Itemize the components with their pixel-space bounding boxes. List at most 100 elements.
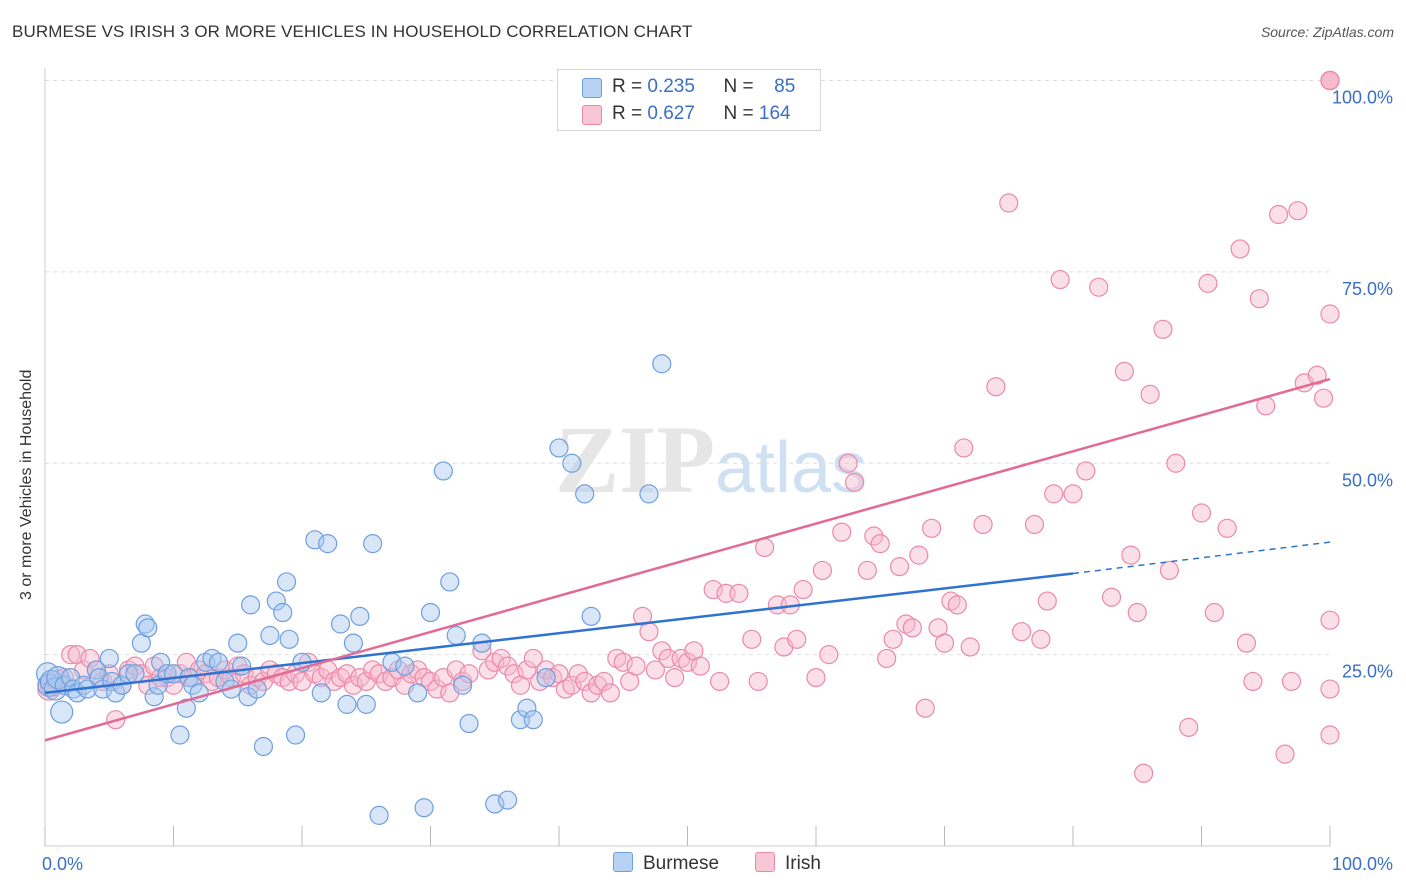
irish-point — [1313, 388, 1334, 408]
irish-point — [1044, 484, 1064, 504]
burmese-point — [420, 602, 441, 623]
irish-point — [594, 671, 614, 692]
irish-swatch — [582, 105, 602, 125]
irish-point — [1320, 679, 1340, 699]
irish-point — [568, 664, 588, 684]
burmese-point — [459, 713, 479, 734]
burmese-point — [208, 652, 229, 672]
irish-point — [754, 537, 775, 558]
irish-point — [1243, 671, 1263, 692]
burmese-point — [414, 798, 434, 818]
irish-point — [626, 656, 646, 676]
irish-point — [889, 557, 910, 577]
irish-point — [1101, 587, 1122, 607]
irish-point — [1268, 204, 1289, 225]
irish-point — [787, 629, 807, 649]
burmese-point — [330, 614, 351, 634]
irish-point — [1307, 365, 1327, 385]
irish-point — [870, 534, 890, 554]
irish-point — [420, 671, 441, 692]
irish-point — [1249, 289, 1269, 309]
irish-r-label: R = — [612, 103, 643, 124]
burmese-point — [50, 700, 74, 724]
burmese-point — [363, 534, 383, 554]
irish-point — [1320, 70, 1340, 91]
burmese-point — [575, 484, 595, 504]
irish-point — [883, 629, 903, 649]
irish-point — [1320, 725, 1340, 745]
irish-point — [408, 660, 428, 680]
irish-point — [523, 648, 543, 669]
legend-item-burmese[interactable]: Burmese — [613, 852, 719, 875]
x-tick-label-max: 100.0% — [1332, 854, 1393, 874]
watermark-zip: ZIP — [555, 406, 715, 513]
burmese-r-label: R = — [612, 76, 643, 97]
burmese-point — [485, 794, 505, 814]
burmese-point — [318, 534, 338, 554]
burmese-n-value: 85 — [774, 76, 796, 97]
y-tick-label: 25.0% — [1342, 662, 1393, 682]
burmese-point — [446, 625, 466, 646]
burmese-point — [43, 677, 67, 701]
irish-point — [639, 622, 659, 642]
irish-point — [742, 629, 762, 649]
irish-point — [163, 675, 184, 695]
irish-point — [1011, 622, 1032, 642]
irish-point — [1198, 273, 1218, 293]
irish-point — [1320, 610, 1340, 630]
irish-point — [1166, 453, 1186, 473]
irish-point — [690, 656, 710, 676]
burmese-point — [305, 530, 325, 550]
burmese-point — [581, 606, 601, 626]
irish-point — [498, 656, 518, 676]
axes — [44, 68, 1331, 847]
burmese-legend-label: Burmese — [643, 853, 720, 874]
burmese-point — [536, 667, 556, 688]
irish-point — [1063, 484, 1083, 504]
irish-point — [80, 648, 100, 669]
irish-point — [1320, 304, 1340, 324]
irish-point — [838, 453, 858, 473]
burmese-point — [144, 687, 164, 707]
irish-point — [369, 664, 389, 684]
irish-point — [1089, 277, 1109, 297]
irish-point — [857, 560, 878, 581]
irish-r-value: 0.627 — [647, 103, 695, 124]
irish-point — [1127, 602, 1147, 623]
irish-point — [960, 637, 980, 657]
irish-point — [478, 660, 498, 680]
irish-point — [581, 683, 601, 703]
burmese-point — [99, 648, 119, 669]
burmese-point — [440, 572, 460, 592]
irish-stats: R = 0.627 N = 164 — [612, 103, 791, 125]
burmese-point — [232, 656, 252, 676]
irish-point — [1204, 602, 1224, 623]
irish-point — [748, 671, 768, 692]
burmese-point — [652, 354, 672, 374]
burmese-point — [138, 618, 158, 638]
irish-point — [729, 583, 749, 603]
legend-item-irish[interactable]: Irish — [755, 852, 821, 875]
irish-point — [954, 438, 974, 458]
irish-point — [1159, 560, 1179, 581]
burmese-point — [369, 805, 389, 825]
irish-legend-swatch — [755, 852, 775, 872]
irish-point — [1050, 269, 1070, 290]
irish-point — [652, 641, 672, 661]
irish-point — [877, 648, 897, 669]
irish-point — [600, 683, 621, 703]
irish-point — [973, 514, 993, 535]
burmese-point — [170, 725, 190, 745]
irish-point — [504, 664, 524, 684]
irish-point — [491, 648, 511, 669]
burmese-point — [549, 438, 569, 458]
irish-point — [459, 664, 479, 684]
watermark-atlas: atlas — [715, 428, 867, 508]
irish-point — [902, 618, 922, 638]
burmese-point — [433, 461, 453, 481]
irish-point — [947, 595, 967, 615]
irish-point — [1236, 633, 1257, 653]
stats-legend: R = 0.235 N = 85 R = 0.627 N = 164 — [557, 69, 821, 131]
burmese-point — [125, 664, 145, 684]
irish-point — [665, 667, 685, 688]
